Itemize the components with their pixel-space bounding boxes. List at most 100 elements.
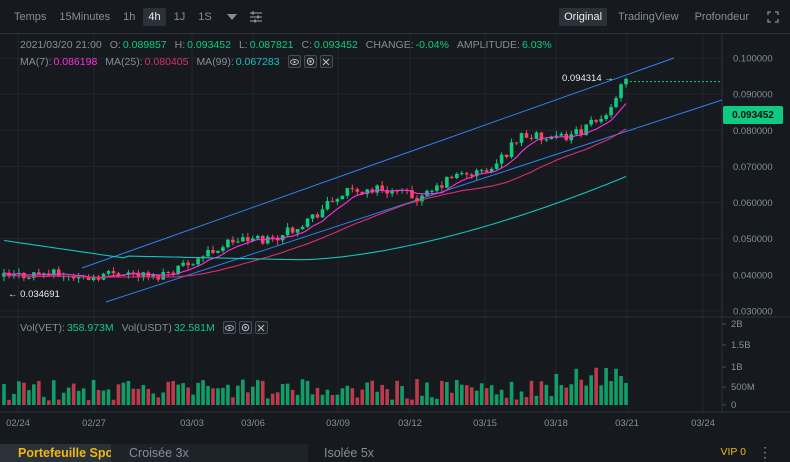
time-label[interactable]: Temps bbox=[14, 10, 47, 23]
view-depth[interactable]: Profondeur bbox=[694, 10, 749, 23]
candle-body bbox=[71, 276, 76, 279]
candle-body bbox=[335, 199, 340, 202]
price-axis-label: 0.030000 bbox=[733, 307, 773, 318]
candle-body bbox=[360, 191, 365, 194]
candle-body bbox=[226, 239, 230, 248]
more-options-icon[interactable]: ⋮ bbox=[758, 444, 772, 460]
volume-bar bbox=[564, 387, 569, 405]
volume-bar bbox=[111, 399, 116, 405]
candle-body bbox=[325, 200, 330, 210]
volume-bar bbox=[609, 381, 613, 405]
candle-body bbox=[519, 133, 524, 143]
volume-bar bbox=[589, 375, 593, 405]
interval-1d[interactable]: 1J bbox=[173, 10, 186, 23]
candle-body bbox=[430, 190, 434, 192]
candle-body bbox=[56, 269, 61, 277]
volume-legend: Vol(VET): 358.973M Vol(USDT) 32.581M bbox=[20, 321, 271, 334]
volume-bar bbox=[459, 384, 464, 405]
ma25-line bbox=[3, 128, 627, 278]
volume-bar bbox=[430, 397, 434, 405]
volume-bar bbox=[156, 397, 161, 405]
volume-bar bbox=[494, 394, 499, 405]
fullscreen-icon[interactable] bbox=[764, 8, 782, 26]
volume-bar bbox=[37, 381, 41, 405]
volume-bar bbox=[350, 388, 355, 405]
eye-icon[interactable] bbox=[222, 321, 236, 334]
vol-usdt-value: 32.581M bbox=[173, 321, 215, 334]
candle-body bbox=[246, 237, 250, 242]
volume-bar bbox=[42, 396, 46, 405]
volume-bar bbox=[12, 393, 16, 405]
candle-body bbox=[221, 247, 225, 251]
candle-body bbox=[529, 137, 534, 139]
volume-bar bbox=[534, 395, 539, 405]
gear-icon[interactable] bbox=[303, 55, 317, 68]
candle-body bbox=[166, 272, 171, 274]
volume-bar bbox=[599, 385, 603, 405]
tab-cross-margin[interactable]: Croisée 3x bbox=[111, 444, 308, 462]
candle-body bbox=[27, 277, 31, 279]
volume-bar bbox=[56, 399, 61, 405]
eye-icon[interactable] bbox=[287, 55, 301, 68]
gear-icon[interactable] bbox=[238, 321, 252, 334]
candle-body bbox=[251, 238, 255, 242]
interval-4h[interactable]: 4h bbox=[143, 7, 166, 26]
candle-body bbox=[176, 265, 180, 274]
volume-bar bbox=[181, 383, 185, 405]
interval-15m[interactable]: 15Minutes bbox=[59, 10, 111, 23]
close-icon[interactable] bbox=[254, 321, 268, 334]
chart-area[interactable]: 0.100000 0.090000 0.080000 0.070000 0.060000… bbox=[0, 34, 790, 434]
candle-body bbox=[42, 273, 46, 275]
ohlc-high: 0.093452 bbox=[187, 39, 231, 51]
ohlc-date: 2021/03/20 21:00 bbox=[20, 39, 102, 51]
candle-body bbox=[380, 185, 384, 191]
price-axis-label: 0.090000 bbox=[733, 90, 773, 101]
volume-bar bbox=[206, 385, 210, 405]
interval-1h[interactable]: 1h bbox=[123, 10, 136, 23]
date-axis-label: 03/24 bbox=[691, 418, 715, 429]
candle-body bbox=[509, 142, 514, 158]
candle-body bbox=[106, 271, 111, 274]
ohlc-amplitude: 6.03% bbox=[521, 39, 552, 51]
candle-body bbox=[206, 249, 210, 257]
volume-bar bbox=[440, 380, 444, 405]
volume-bar bbox=[126, 381, 131, 405]
candle-body bbox=[549, 136, 554, 140]
vip-level[interactable]: VIP 0 bbox=[720, 446, 747, 458]
volume-bar bbox=[2, 384, 6, 405]
tab-isolated-margin[interactable]: Isolée 5x bbox=[324, 446, 375, 460]
view-switcher: Original TradingView Profondeur bbox=[553, 7, 790, 26]
candle-body bbox=[554, 135, 559, 137]
volume-bar bbox=[166, 381, 171, 405]
volume-bar bbox=[46, 400, 51, 405]
candle-body bbox=[614, 98, 618, 108]
volume-bar bbox=[455, 380, 459, 405]
candle-body bbox=[270, 236, 275, 238]
volume-bar bbox=[624, 382, 628, 405]
volume-bar bbox=[81, 388, 86, 405]
interval-1w[interactable]: 1S bbox=[198, 10, 212, 23]
volume-bar bbox=[32, 384, 36, 405]
close-icon[interactable] bbox=[319, 55, 333, 68]
chevron-down-icon[interactable] bbox=[223, 8, 241, 26]
volume-bar bbox=[579, 379, 584, 405]
candle-body bbox=[584, 124, 588, 135]
tab-spot-wallet[interactable]: Portefeuille Spot bbox=[0, 444, 111, 462]
view-tradingview[interactable]: TradingView bbox=[618, 10, 679, 23]
candle-body bbox=[86, 276, 91, 281]
volume-bar bbox=[380, 384, 384, 405]
view-original[interactable]: Original bbox=[559, 7, 608, 26]
volume-bar bbox=[295, 394, 300, 405]
sliders-icon[interactable] bbox=[247, 8, 265, 26]
candle-body bbox=[385, 190, 389, 194]
candlestick-chart[interactable]: 0.100000 0.090000 0.080000 0.070000 0.060000… bbox=[0, 34, 790, 434]
date-axis-label: 03/12 bbox=[398, 418, 422, 429]
volume-bar bbox=[390, 399, 394, 405]
volume-bar bbox=[96, 389, 101, 405]
ma7-line bbox=[3, 103, 627, 279]
volume-bar bbox=[196, 382, 200, 405]
volume-bar bbox=[161, 392, 166, 405]
volume-bar bbox=[226, 384, 230, 405]
ma99-line bbox=[3, 175, 627, 261]
volume-bar bbox=[201, 380, 205, 405]
